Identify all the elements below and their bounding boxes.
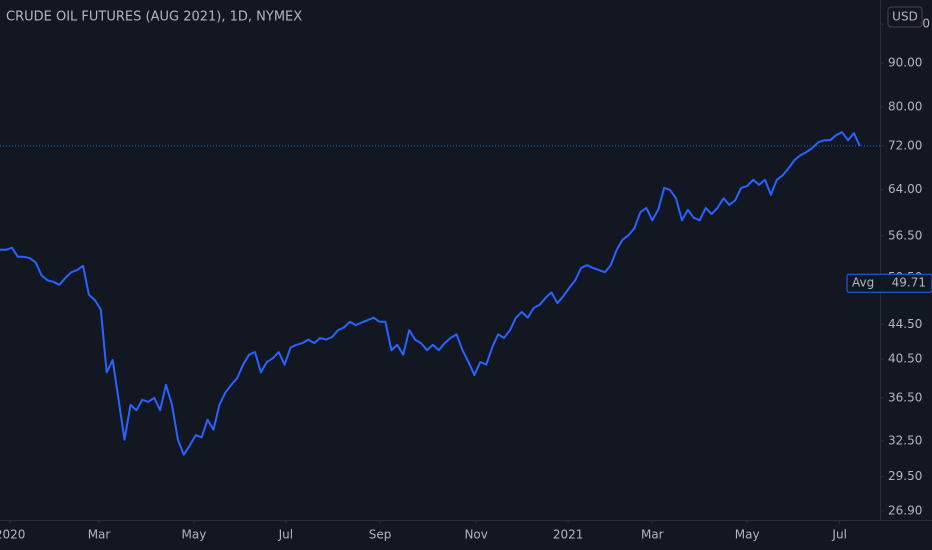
currency-label: USD — [892, 10, 918, 24]
y-tick-label: 32.50 — [888, 433, 922, 447]
average-label: Avg — [852, 276, 874, 290]
y-tick-label: 56.50 — [888, 228, 922, 242]
y-tick-label: 90.00 — [888, 56, 922, 70]
x-tick-label: Jul — [278, 528, 293, 542]
y-tick-label: 72.00 — [888, 138, 922, 152]
x-tick-label: 2021 — [553, 528, 584, 542]
x-tick-label: Mar — [641, 528, 664, 542]
currency-badge — [887, 6, 923, 28]
x-tick-label: Sep — [369, 528, 392, 542]
x-tick-label: May — [182, 528, 207, 542]
x-tick-label: 2020 — [0, 528, 25, 542]
x-tick-label: Mar — [88, 528, 111, 542]
y-tick-label: 64.00 — [888, 182, 922, 196]
average-value: 49.71 — [892, 276, 926, 290]
y-tick-label: 26.90 — [888, 503, 922, 517]
badges: Avg 49.71 USD — [846, 6, 932, 293]
y-tick-label: 80.00 — [888, 99, 922, 113]
y-tick-label: 29.50 — [888, 469, 922, 483]
x-tick-label: Nov — [464, 528, 487, 542]
y-tick-label: 44.50 — [888, 317, 922, 331]
plot — [0, 131, 880, 456]
price-line — [0, 131, 861, 456]
y-tick-label: 36.50 — [888, 390, 922, 404]
average-badge — [846, 273, 932, 293]
y-tick-label: 40.50 — [888, 352, 922, 366]
chart-title: CRUDE OIL FUTURES (AUG 2021), 1D, NYMEX — [6, 10, 302, 25]
x-tick-label: May — [735, 528, 760, 542]
ticks: 100.0090.0080.0072.0064.0056.5050.5044.5… — [0, 17, 930, 542]
x-tick-label: Jul — [831, 528, 846, 542]
